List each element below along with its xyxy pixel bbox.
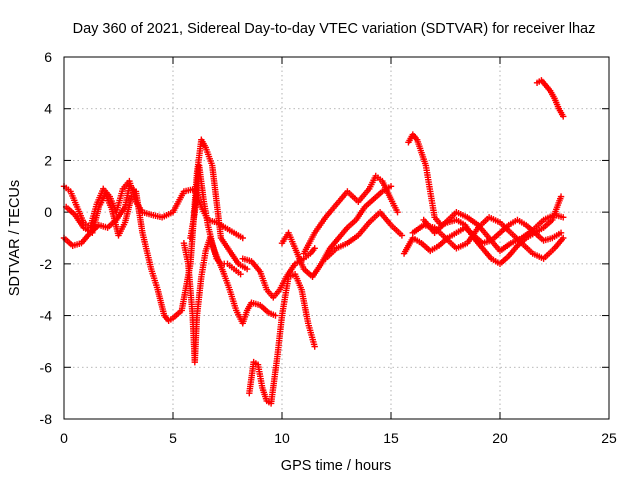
data-point-marker bbox=[128, 193, 135, 200]
chart-title: Day 360 of 2021, Sidereal Day-to-day VTE… bbox=[73, 21, 596, 37]
series-track-11 bbox=[405, 131, 565, 268]
x-tick-label: 15 bbox=[383, 430, 399, 446]
y-tick-label: 4 bbox=[44, 101, 52, 117]
y-tick-label: -4 bbox=[40, 308, 53, 324]
y-tick-label: -6 bbox=[40, 359, 53, 375]
series-track-5 bbox=[187, 162, 244, 278]
y-tick-label: -2 bbox=[40, 256, 53, 272]
data-point-marker bbox=[394, 208, 401, 216]
y-tick-label: 6 bbox=[44, 49, 52, 65]
data-point-marker bbox=[557, 193, 565, 200]
x-tick-label: 5 bbox=[169, 430, 177, 446]
x-tick-label: 25 bbox=[601, 430, 617, 446]
data-point-marker bbox=[239, 234, 246, 242]
series-track-14 bbox=[420, 208, 567, 255]
series-track-9 bbox=[300, 172, 401, 257]
series-track-10 bbox=[322, 208, 406, 262]
series-track-8 bbox=[278, 183, 395, 280]
series-track-1 bbox=[60, 136, 251, 324]
series-track-4 bbox=[180, 234, 279, 366]
y-axis-label: SDTVAR / TECUs bbox=[7, 180, 23, 296]
series-track-3 bbox=[62, 190, 135, 239]
data-point-marker bbox=[311, 245, 318, 252]
series-track-7 bbox=[246, 271, 318, 407]
y-tick-label: -8 bbox=[40, 411, 53, 427]
data-point-marker bbox=[311, 343, 318, 350]
data-point-marker bbox=[387, 183, 395, 190]
data-point-marker bbox=[557, 229, 565, 237]
axis-ticks: 0 5 10 15 20 25 -8 -6 -4 -2 0 2 4 6 bbox=[40, 49, 617, 446]
y-tick-label: 0 bbox=[44, 204, 52, 220]
x-tick-label: 0 bbox=[60, 430, 68, 446]
data-points bbox=[60, 77, 567, 407]
x-tick-label: 20 bbox=[492, 430, 508, 446]
data-point-marker bbox=[243, 265, 251, 273]
data-point-marker bbox=[560, 234, 567, 242]
series-track-6 bbox=[239, 245, 318, 301]
data-point-marker bbox=[560, 214, 567, 221]
data-point-marker bbox=[237, 271, 244, 278]
x-axis-label: GPS time / hours bbox=[281, 458, 391, 474]
data-point-marker bbox=[272, 312, 279, 319]
series-track-15 bbox=[533, 77, 567, 120]
data-point-marker bbox=[560, 113, 567, 120]
data-point-marker bbox=[398, 232, 406, 239]
x-tick-label: 10 bbox=[274, 430, 290, 446]
plot-frame bbox=[63, 56, 610, 420]
y-tick-label: 2 bbox=[44, 152, 52, 168]
gridlines bbox=[64, 57, 609, 419]
